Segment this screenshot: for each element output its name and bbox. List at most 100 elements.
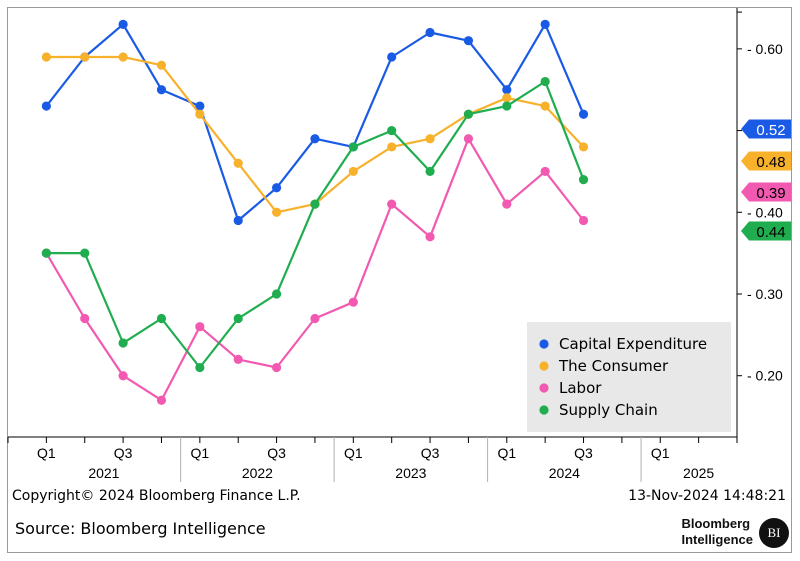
bi-logo-icon: BI xyxy=(759,518,789,548)
data-point-the-consumer xyxy=(156,60,167,70)
data-point-capital-expenditure xyxy=(425,27,435,38)
data-point-labor xyxy=(80,313,90,324)
x-tick-label: Q1 xyxy=(190,445,209,461)
data-point-labor xyxy=(387,199,397,209)
data-point-labor xyxy=(540,166,550,177)
data-point-supply-chain xyxy=(540,76,550,87)
last-value-tag-capital-expenditure xyxy=(741,119,791,139)
data-point-labor xyxy=(425,232,435,242)
data-point-capital-expenditure xyxy=(463,36,474,46)
series-line-capital-expenditure xyxy=(45,23,585,222)
legend-marker-the-consumer xyxy=(539,361,549,371)
data-point-capital-expenditure xyxy=(195,101,205,111)
data-point-capital-expenditure xyxy=(540,19,550,29)
y-tick-label: - 0.60 xyxy=(747,41,783,57)
legend-box xyxy=(527,322,731,432)
data-point-the-consumer xyxy=(271,207,282,217)
data-point-the-consumer xyxy=(425,134,435,144)
data-point-the-consumer xyxy=(80,52,90,62)
data-point-labor xyxy=(118,371,128,381)
data-point-the-consumer xyxy=(348,166,358,177)
data-point-supply-chain xyxy=(118,338,128,348)
x-tick-label: Q3 xyxy=(114,445,133,461)
legend-marker-supply-chain xyxy=(539,405,549,415)
data-point-capital-expenditure xyxy=(310,134,320,144)
data-point-labor xyxy=(310,313,320,324)
data-point-the-consumer xyxy=(118,52,128,62)
series-line-labor xyxy=(45,137,585,402)
data-point-supply-chain xyxy=(463,109,474,119)
source-note: Source: Bloomberg Intelligence xyxy=(15,519,266,538)
data-point-the-consumer xyxy=(540,101,550,111)
data-point-supply-chain xyxy=(80,248,90,258)
copyright-notice: Copyright© 2024 Bloomberg Finance L.P. xyxy=(12,488,301,504)
year-label: 2023 xyxy=(395,465,426,481)
x-tick-label: Q1 xyxy=(37,445,56,461)
last-value-label-the-consumer: 0.48 xyxy=(756,154,785,171)
x-tick-label: Q1 xyxy=(344,445,363,461)
data-point-supply-chain xyxy=(310,199,320,209)
last-value-label-capital-expenditure: 0.52 xyxy=(756,122,785,139)
data-point-labor xyxy=(156,395,167,405)
data-point-capital-expenditure xyxy=(118,19,128,29)
legend-marker-labor xyxy=(539,383,549,393)
last-value-tag-labor xyxy=(741,182,791,202)
data-point-capital-expenditure xyxy=(156,85,167,95)
brand-line-1: Bloomberg xyxy=(681,516,751,531)
data-point-labor xyxy=(195,322,205,332)
y-tick-label: - 0.40 xyxy=(747,204,783,220)
series-line-supply-chain xyxy=(46,80,585,369)
data-point-the-consumer xyxy=(41,52,51,62)
data-point-supply-chain xyxy=(578,175,589,185)
year-label: 2022 xyxy=(242,465,273,481)
data-point-supply-chain xyxy=(156,313,167,324)
x-tick-label: Q1 xyxy=(651,445,670,461)
data-point-supply-chain xyxy=(348,142,358,152)
data-point-supply-chain xyxy=(387,125,397,136)
y-tick-label: - 0.20 xyxy=(747,368,783,384)
data-point-supply-chain xyxy=(425,166,435,177)
data-point-labor xyxy=(271,362,282,373)
data-point-the-consumer xyxy=(233,158,243,168)
data-point-capital-expenditure xyxy=(502,85,512,95)
legend-marker-capital-expenditure xyxy=(539,339,549,349)
data-point-supply-chain xyxy=(233,313,243,324)
data-point-labor xyxy=(502,199,512,209)
data-point-labor xyxy=(578,215,589,226)
data-point-the-consumer xyxy=(578,142,589,152)
data-point-supply-chain xyxy=(502,101,512,111)
data-point-capital-expenditure xyxy=(387,52,397,62)
last-value-tag-the-consumer xyxy=(741,151,791,171)
data-point-the-consumer xyxy=(502,93,512,103)
data-point-capital-expenditure xyxy=(578,109,589,119)
legend-label-labor: Labor xyxy=(559,379,602,397)
legend-label-the-consumer: The Consumer xyxy=(558,357,669,375)
data-point-supply-chain xyxy=(271,289,282,299)
y-tick-label: - 0.30 xyxy=(747,286,783,302)
year-label: 2024 xyxy=(549,465,580,481)
last-value-label-labor: 0.39 xyxy=(756,185,785,202)
data-point-capital-expenditure xyxy=(41,101,51,111)
data-point-capital-expenditure xyxy=(233,215,243,226)
data-point-the-consumer xyxy=(195,109,205,119)
data-point-supply-chain xyxy=(195,362,205,373)
x-tick-label: Q1 xyxy=(497,445,516,461)
data-point-labor xyxy=(463,134,474,144)
data-point-supply-chain xyxy=(41,248,51,258)
timestamp: 13-Nov-2024 14:48:21 xyxy=(628,488,786,504)
brand-line-2: Intelligence xyxy=(681,532,753,547)
legend-label-supply-chain: Supply Chain xyxy=(559,401,658,419)
data-point-labor xyxy=(348,297,358,307)
x-tick-label: Q3 xyxy=(267,445,286,461)
last-value-label-supply-chain: 0.44 xyxy=(756,224,785,241)
brand-wordmark: Bloomberg Intelligence xyxy=(681,516,753,548)
last-value-tag-supply-chain xyxy=(741,221,791,241)
year-label: 2025 xyxy=(683,465,714,481)
x-tick-label: Q3 xyxy=(421,445,440,461)
legend-label-capital-expenditure: Capital Expenditure xyxy=(559,335,707,353)
year-label: 2021 xyxy=(88,465,119,481)
data-point-the-consumer xyxy=(387,142,397,152)
x-tick-label: Q3 xyxy=(574,445,593,461)
data-point-capital-expenditure xyxy=(271,183,282,193)
